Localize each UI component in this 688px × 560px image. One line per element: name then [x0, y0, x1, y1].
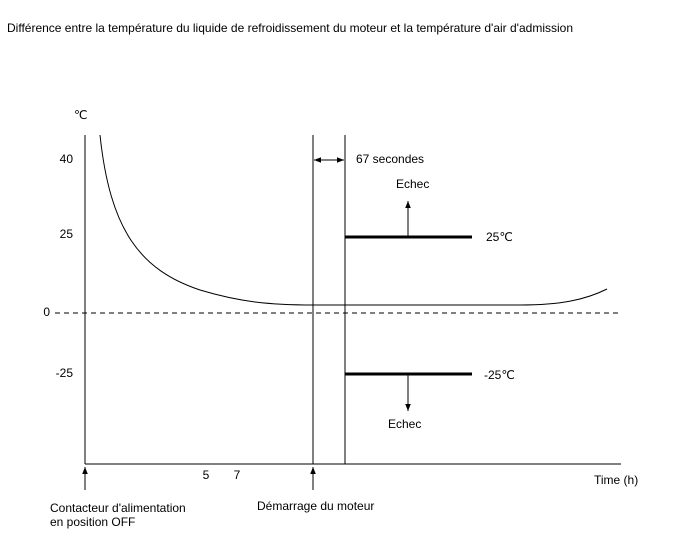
- y-label: 25: [60, 227, 74, 241]
- fail-label: Echec: [396, 177, 429, 191]
- x-axis-label: Time (h): [594, 473, 638, 487]
- fail-label: Echec: [388, 417, 421, 431]
- interval-label: 67 secondes: [356, 152, 424, 166]
- event-label: en position OFF: [50, 515, 135, 529]
- temperature-curve: [99, 134, 608, 306]
- title: Différence entre la température du liqui…: [7, 21, 573, 35]
- y-label: 0: [43, 305, 50, 319]
- threshold-label: -25℃: [484, 368, 515, 382]
- y-unit: ℃: [74, 108, 87, 122]
- x-label: 5: [203, 468, 210, 482]
- threshold-label: 25℃: [486, 230, 513, 244]
- y-label: -25: [56, 366, 74, 380]
- event-label: Démarrage du moteur: [257, 499, 374, 513]
- x-label: 7: [234, 468, 241, 482]
- event-label: Contacteur d'alimentation: [50, 501, 186, 515]
- y-label: 40: [60, 152, 74, 166]
